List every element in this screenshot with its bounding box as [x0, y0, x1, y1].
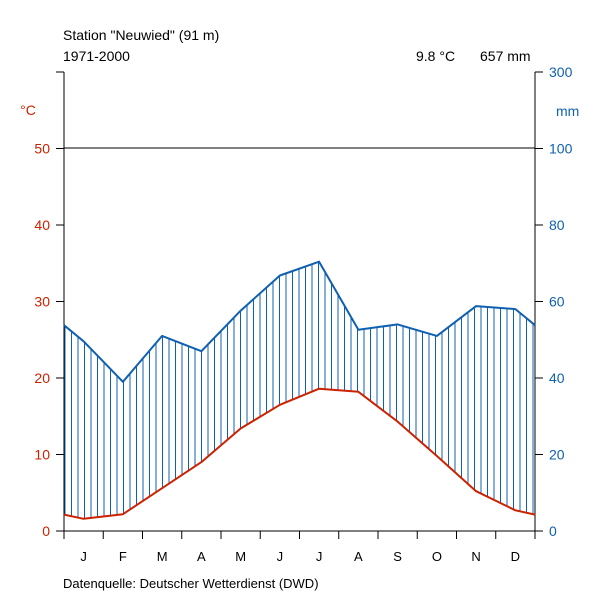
- temperature-point: [318, 387, 320, 390]
- precipitation-line: [63, 260, 536, 383]
- axis-labels: J F M A M J J A S O N D 0 10 20 30 40 50 °C 0 20 40 60 80 100 300…: [20, 64, 579, 564]
- precipitation-point: [514, 308, 517, 310]
- temperature-point: [279, 403, 281, 406]
- month-label: F: [119, 549, 127, 564]
- month-label: A: [354, 549, 363, 564]
- temperature-point: [200, 461, 203, 463]
- month-label: D: [511, 549, 520, 564]
- month-label: J: [80, 549, 87, 564]
- temperature-point: [514, 509, 517, 512]
- month-label: A: [197, 549, 206, 564]
- temp-tick-label: 0: [42, 523, 50, 539]
- precip-tick-label: 60: [549, 294, 565, 310]
- precipitation-point: [161, 335, 163, 337]
- temp-tick-label: 50: [34, 141, 50, 157]
- precip-tick-label: 40: [549, 370, 565, 386]
- precipitation-point: [475, 305, 477, 307]
- temp-axis-unit: °C: [20, 102, 36, 118]
- temperature-point: [161, 487, 163, 489]
- precipitation-point: [239, 309, 242, 312]
- series-lines: [63, 260, 536, 520]
- temperature-point: [357, 390, 360, 393]
- temp-tick-label: 20: [34, 370, 50, 386]
- precipitation-point: [357, 329, 360, 331]
- temperature-point: [122, 513, 124, 515]
- temp-tick-label: 10: [34, 447, 50, 463]
- precipitation-point: [436, 335, 438, 337]
- precip-tick-label: 300: [549, 64, 573, 80]
- temperature-point: [475, 490, 477, 493]
- month-label: J: [277, 549, 284, 564]
- precip-axis-unit: mm: [556, 103, 579, 119]
- month-label: M: [235, 549, 246, 564]
- temperature-point: [396, 420, 399, 423]
- precipitation-point: [200, 350, 203, 353]
- precipitation-point: [82, 340, 85, 343]
- period-label: 1971-2000: [63, 48, 130, 64]
- precipitation-point: [279, 274, 281, 277]
- temperature-point: [436, 455, 438, 457]
- annual-precipitation: 657 mm: [480, 48, 531, 64]
- month-label: M: [157, 549, 168, 564]
- month-label: J: [316, 549, 323, 564]
- temp-tick-label: 30: [34, 294, 50, 310]
- precip-tick-label: 0: [549, 523, 557, 539]
- temperature-point: [239, 427, 242, 430]
- month-label: N: [471, 549, 480, 564]
- month-label: S: [393, 549, 402, 564]
- precipitation-point: [122, 381, 124, 383]
- station-title: Station "Neuwied" (91 m): [63, 27, 220, 43]
- precipitation-hatching: [64, 261, 534, 519]
- temp-tick-label: 40: [34, 217, 50, 233]
- precip-tick-label: 20: [549, 447, 565, 463]
- precip-tick-label: 100: [549, 141, 573, 157]
- axes-frame: [56, 71, 543, 539]
- month-label: O: [432, 549, 442, 564]
- precipitation-point: [396, 323, 399, 326]
- precipitation-point: [318, 260, 320, 263]
- mean-temperature: 9.8 °C: [416, 48, 456, 64]
- precip-tick-label: 80: [549, 217, 565, 233]
- data-source: Datenquelle: Deutscher Wetterdienst (DWD…: [63, 576, 319, 591]
- temperature-point: [82, 517, 85, 520]
- temperature-line: [63, 387, 536, 520]
